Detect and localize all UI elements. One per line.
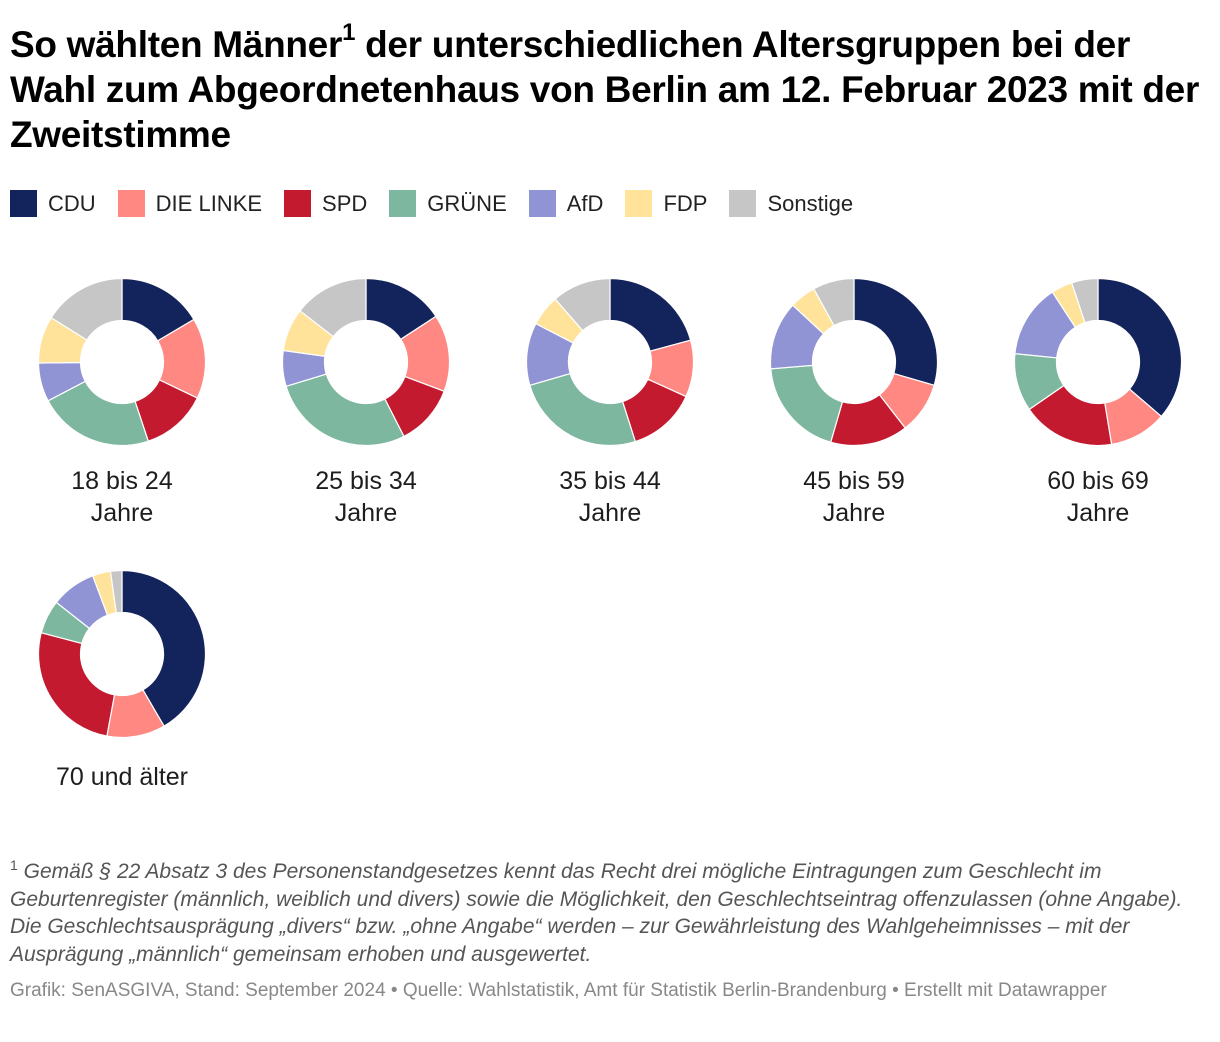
donut-slice-sonstige (109, 569, 123, 614)
title-text-part1: So wählten Männer (10, 24, 343, 65)
donut-label-line2: Jahre (334, 499, 398, 527)
legend-label-linke: DIE LINKE (155, 190, 263, 216)
donut-svg (37, 569, 207, 739)
legend-item-gruene: GRÜNE (389, 190, 507, 217)
legend-swatch-cdu (10, 190, 37, 217)
donut-label-line1: 18 bis 24 (71, 467, 173, 495)
footnote-text: Gemäß § 22 Absatz 3 des Personenstandges… (10, 860, 1183, 966)
legend-item-fdp: FDP (625, 190, 707, 217)
donut-slice-cdu (1097, 277, 1183, 418)
donut-slice-spd (37, 631, 116, 737)
legend-item-spd: SPD (284, 190, 367, 217)
donut-label-line2: Jahre (822, 499, 886, 527)
donut-slice-sonstige (554, 277, 611, 332)
legend-item-cdu: CDU (10, 190, 96, 217)
legend-swatch-linke (117, 190, 145, 217)
donut-label-line1: 25 bis 34 (315, 467, 417, 495)
legend-swatch-fdp (625, 190, 653, 217)
donut-svg (281, 277, 451, 447)
legend-label-cdu: CDU (48, 190, 96, 216)
legend-swatch-sonstige (729, 190, 757, 217)
legend-swatch-gruene (389, 190, 417, 217)
footnote-marker: 1 (10, 857, 18, 873)
donut-svg (769, 277, 939, 447)
donut-chart-25-34: 25 bis 34 Jahre (256, 277, 476, 529)
donut-slice-gruene (47, 380, 150, 447)
donut-label-line1: 70 und älter (55, 763, 189, 791)
donut-label-line1: 35 bis 44 (559, 467, 661, 495)
donut-label-line2: Jahre (1066, 499, 1130, 527)
donut-label: 45 bis 59 Jahre (744, 465, 964, 529)
legend-swatch-afd (528, 190, 556, 217)
donut-label: 35 bis 44 Jahre (500, 465, 720, 529)
legend-swatch-spd (284, 190, 312, 217)
legend-item-linke: DIE LINKE (117, 190, 263, 217)
title-footnote-marker: 1 (342, 18, 356, 46)
donut-label: 60 bis 69 Jahre (988, 465, 1208, 529)
donut-slice-gruene (285, 373, 405, 447)
legend: CDU DIE LINKE SPD GRÜNE AfD FDP Sonstige (10, 190, 875, 217)
title-text-part2: der unterschiedlichen Altersgruppen bei … (10, 24, 1200, 155)
chart-title: So wählten Männer1 der unterschiedlichen… (10, 18, 1200, 157)
donut-slice-sonstige (1070, 277, 1099, 324)
donut-label-line2: Jahre (90, 499, 154, 527)
donut-svg (37, 277, 207, 447)
donut-chart-35-44: 35 bis 44 Jahre (500, 277, 720, 529)
donut-slice-gruene (529, 372, 637, 447)
donut-slice-sonstige (50, 277, 123, 341)
legend-label-gruene: GRÜNE (427, 190, 507, 216)
footnote: 1 Gemäß § 22 Absatz 3 des Personenstandg… (10, 852, 1210, 968)
donut-chart-60-69: 60 bis 69 Jahre (988, 277, 1208, 529)
legend-item-afd: AfD (528, 190, 604, 217)
donut-label: 70 und älter (12, 761, 232, 793)
legend-label-fdp: FDP (663, 190, 708, 216)
donut-slice-cdu (853, 277, 939, 387)
donut-label: 18 bis 24 Jahre (12, 465, 232, 529)
legend-label-sonstige: Sonstige (767, 190, 854, 216)
donut-label-line1: 60 bis 69 (1047, 467, 1149, 495)
donut-label-line1: 45 bis 59 (803, 467, 905, 495)
donut-chart-70-plus: 70 und älter (12, 569, 232, 793)
legend-label-afd: AfD (566, 190, 604, 216)
donut-svg (1013, 277, 1183, 447)
donut-slice-sonstige (812, 277, 855, 327)
donut-chart-18-24: 18 bis 24 Jahre (12, 277, 232, 529)
donut-label: 25 bis 34 Jahre (256, 465, 476, 529)
donut-slice-cdu (609, 277, 692, 352)
legend-label-spd: SPD (322, 190, 368, 216)
donut-slice-gruene (770, 364, 844, 443)
source-line: Grafik: SenASGIVA, Stand: September 2024… (10, 980, 1107, 1001)
legend-item-sonstige: Sonstige (729, 190, 853, 217)
donut-chart-45-59: 45 bis 59 Jahre (744, 277, 964, 529)
donut-slice-cdu (121, 569, 207, 727)
donut-slice-sonstige (299, 277, 367, 338)
donut-label-line2: Jahre (578, 499, 642, 527)
donut-svg (525, 277, 695, 447)
